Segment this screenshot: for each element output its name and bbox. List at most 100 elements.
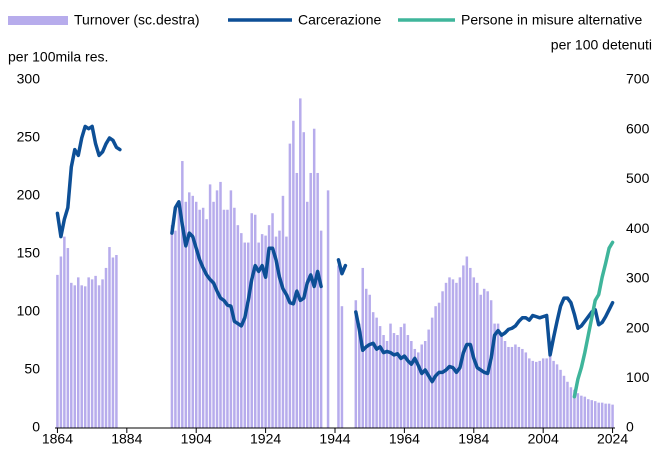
bar	[212, 201, 215, 428]
y2-tick-label: 0	[626, 419, 634, 435]
x-tick-label: 1984	[458, 431, 489, 447]
y-tick-label: 250	[17, 129, 41, 145]
bar	[562, 375, 566, 428]
bar	[337, 265, 340, 428]
bar	[600, 402, 604, 428]
legend-label: Turnover (sc.destra)	[74, 12, 200, 28]
bar	[420, 344, 423, 428]
bar	[417, 352, 420, 428]
bar	[299, 98, 302, 428]
bar	[326, 190, 330, 428]
bar	[191, 195, 194, 428]
bar	[465, 256, 469, 428]
bar	[226, 209, 229, 428]
bar	[476, 282, 479, 428]
bar	[59, 256, 63, 428]
y2-note: per 100 detenuti	[551, 37, 652, 53]
bar	[302, 132, 306, 428]
x-tick-label: 1924	[250, 431, 281, 447]
bar	[253, 214, 257, 428]
bar	[375, 317, 378, 428]
bar	[271, 213, 274, 428]
bar	[576, 393, 580, 428]
x-tick-label: 1904	[181, 431, 212, 447]
bar	[66, 248, 70, 428]
bar	[437, 302, 441, 428]
bar	[548, 341, 552, 428]
x-tick-label: 1944	[319, 431, 350, 447]
y-axis-label: per 100mila res.	[8, 49, 108, 65]
bar	[430, 317, 434, 428]
bar	[188, 192, 191, 428]
y-tick-label: 0	[32, 419, 40, 435]
bar	[587, 399, 590, 428]
bar	[569, 387, 573, 428]
legend-label: Carcerazione	[298, 12, 381, 28]
bar	[413, 348, 417, 428]
bar	[94, 275, 97, 428]
bar	[482, 288, 486, 428]
bar	[56, 274, 59, 428]
y2-tick-label: 300	[626, 270, 650, 286]
bar	[514, 344, 517, 428]
bar	[115, 254, 118, 428]
bar	[462, 265, 465, 428]
bar	[101, 279, 104, 428]
bar	[399, 327, 403, 428]
bar	[434, 306, 437, 428]
bar	[552, 360, 555, 428]
y2-tick-label: 100	[626, 369, 650, 385]
bar	[274, 236, 278, 428]
bar	[580, 395, 583, 428]
bar	[479, 294, 482, 428]
bar	[382, 335, 385, 428]
y-tick-label: 50	[24, 361, 40, 377]
bar	[611, 404, 614, 428]
bar	[531, 360, 535, 428]
bar	[316, 172, 319, 428]
bar	[76, 277, 80, 428]
bar	[441, 291, 444, 428]
bar	[392, 333, 396, 428]
bar	[555, 364, 559, 428]
legend-swatch	[8, 16, 68, 25]
bar	[496, 323, 500, 428]
bar	[83, 286, 87, 428]
bar	[458, 277, 462, 428]
x-tick-label: 1864	[42, 431, 73, 447]
bar	[455, 282, 458, 428]
bar	[354, 300, 358, 428]
bar	[90, 279, 94, 428]
bar	[528, 358, 531, 428]
bar	[486, 291, 489, 428]
bar	[451, 279, 455, 428]
bar	[63, 236, 66, 428]
bar	[104, 267, 108, 428]
bar	[215, 190, 219, 428]
bar	[111, 257, 115, 428]
bar	[340, 306, 344, 428]
bar	[590, 400, 594, 428]
bar	[423, 341, 427, 428]
bar	[403, 323, 406, 428]
bar	[288, 143, 292, 429]
bar	[410, 341, 413, 428]
bar	[448, 277, 451, 428]
bar	[170, 225, 174, 428]
bar	[305, 201, 309, 428]
bar	[292, 120, 295, 428]
y-tick-label: 150	[17, 245, 41, 261]
bar	[510, 346, 514, 428]
bar	[500, 335, 503, 428]
bar	[80, 285, 83, 428]
bar	[70, 282, 73, 428]
y-tick-label: 100	[17, 303, 41, 319]
bar	[278, 230, 281, 428]
bar	[524, 352, 528, 428]
bar	[444, 282, 448, 428]
bar	[507, 346, 510, 428]
bar	[364, 288, 368, 428]
y2-tick-label: 400	[626, 220, 650, 236]
bar	[177, 207, 181, 428]
